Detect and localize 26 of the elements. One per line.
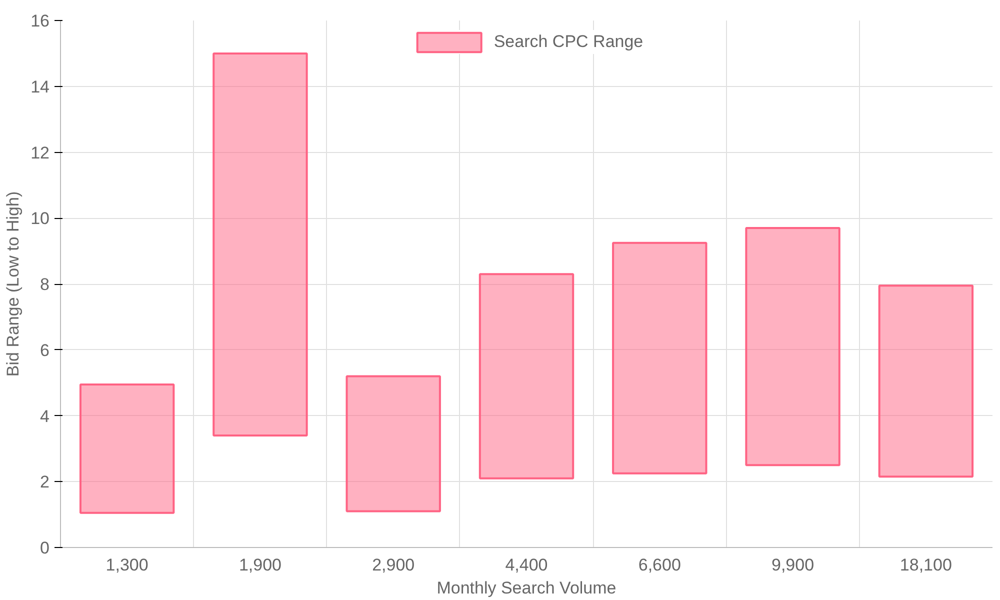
bar xyxy=(478,273,574,480)
y-tick-label: 2 xyxy=(40,472,50,492)
bar xyxy=(612,242,708,474)
bar xyxy=(346,375,441,512)
x-tick-label: 4,400 xyxy=(505,556,548,574)
x-tick-label: 1,900 xyxy=(238,556,282,574)
x-tick-label: 1,300 xyxy=(106,556,148,574)
x-tick-label: 6,600 xyxy=(638,556,681,574)
legend-label: Search CPC Range xyxy=(494,32,644,52)
y-tick-label: 8 xyxy=(40,275,50,294)
x-axis-title: Monthly Search Volume xyxy=(436,578,616,598)
y-tick-label: 16 xyxy=(30,12,50,30)
y-tick-label: 10 xyxy=(30,209,50,228)
y-tick-label: 12 xyxy=(30,143,50,162)
x-tick-label: 9,900 xyxy=(772,556,814,574)
bar xyxy=(745,227,840,466)
y-tick-label: 6 xyxy=(40,340,50,360)
bar xyxy=(212,52,308,437)
y-axis-title: Bid Range (Low to High) xyxy=(4,191,23,377)
y-tick-label: 4 xyxy=(40,406,50,426)
x-tick-label: 18,100 xyxy=(900,556,952,574)
y-tick-label: 0 xyxy=(40,538,50,558)
x-tick-label: 2,900 xyxy=(372,556,415,574)
y-tick-label: 14 xyxy=(30,77,50,96)
bar xyxy=(878,284,974,478)
bar xyxy=(79,383,175,514)
